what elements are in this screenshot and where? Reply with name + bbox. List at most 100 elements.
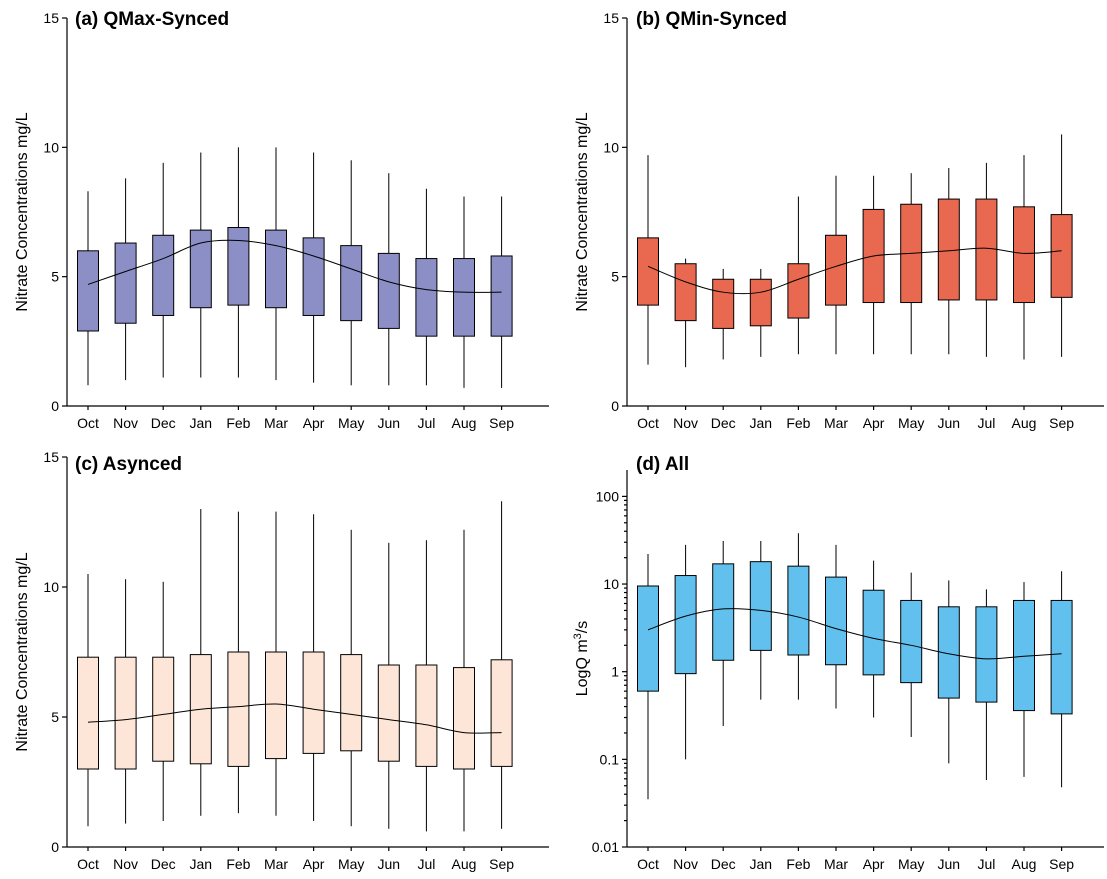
box-jan bbox=[749, 278, 772, 327]
box-sep bbox=[1050, 214, 1073, 298]
y-tick-label: 5 bbox=[51, 709, 59, 725]
box-nov bbox=[114, 242, 137, 324]
box-apr bbox=[302, 651, 325, 754]
panel-title: (d) All bbox=[636, 454, 689, 475]
box-aug bbox=[453, 258, 475, 337]
y-tick-label: 10 bbox=[43, 139, 59, 155]
box-mar bbox=[825, 576, 847, 666]
x-tick-label: Apr bbox=[863, 415, 885, 431]
box-oct bbox=[637, 237, 659, 306]
box-nov bbox=[674, 575, 697, 675]
x-tick-label: Oct bbox=[77, 856, 99, 872]
y-tick-label: 100 bbox=[596, 488, 620, 504]
x-tick-label: Aug bbox=[452, 415, 477, 431]
y-axis-title-unit: /s bbox=[574, 621, 591, 633]
box-dec bbox=[152, 234, 175, 316]
box-jul bbox=[415, 664, 438, 767]
y-tick-label: 15 bbox=[43, 449, 59, 465]
x-tick-label: Nov bbox=[113, 415, 138, 431]
box-feb bbox=[227, 651, 250, 767]
x-tick-label: Dec bbox=[711, 856, 736, 872]
box-jun bbox=[377, 664, 400, 762]
panel-b-qmin-synced: 0 5 10 15 Oct Nov Dec Jan Feb Mar Apr May Jun Jul Aug S… bbox=[574, 9, 1104, 431]
panel-c-asynced: 0 5 10 15 Oct Nov Dec Jan Feb Mar Apr May Jun Jul Aug S… bbox=[14, 449, 549, 872]
x-tick-label: Apr bbox=[303, 415, 325, 431]
y-tick-label: 0 bbox=[51, 398, 59, 414]
x-tick-label: Apr bbox=[303, 856, 325, 872]
y-tick-label: 10 bbox=[603, 139, 619, 155]
box-mar bbox=[825, 234, 847, 306]
y-axis-title-main: Nitrate Concentrations mg/L bbox=[14, 552, 31, 751]
x-tick-label: Sep bbox=[489, 415, 514, 431]
x-tick-label: Aug bbox=[1012, 856, 1037, 872]
x-tick-label: Feb bbox=[226, 856, 250, 872]
x-tick-label: Oct bbox=[77, 415, 99, 431]
box-jan bbox=[189, 229, 212, 309]
x-tick-label: May bbox=[898, 415, 924, 431]
y-tick-label: 10 bbox=[603, 576, 619, 592]
x-tick-label: Jul bbox=[417, 856, 435, 872]
box-jun bbox=[937, 198, 960, 301]
x-tick-label: Nov bbox=[673, 856, 698, 872]
box-feb bbox=[787, 263, 810, 319]
box-mar bbox=[265, 229, 287, 309]
x-tick-label: Mar bbox=[824, 856, 848, 872]
box-jul bbox=[415, 258, 438, 337]
x-tick-label: Oct bbox=[637, 856, 659, 872]
box-feb bbox=[227, 227, 250, 306]
panel-d-all: 0.01 0.1 1 10 100 Oct Nov Dec Jan Feb Mar Apr May Jun… bbox=[572, 454, 1104, 872]
box-oct bbox=[77, 656, 99, 770]
panel-title: (b) QMin-Synced bbox=[636, 9, 787, 30]
panel-title: (a) QMax-Synced bbox=[75, 9, 229, 30]
x-tick-label: Feb bbox=[786, 415, 810, 431]
y-axis-title: Nitrate Concentrations mg/L bbox=[14, 112, 31, 311]
box-may bbox=[340, 245, 363, 322]
box-oct bbox=[637, 585, 659, 692]
x-tick-label: Jun bbox=[378, 856, 401, 872]
box-sep bbox=[490, 659, 513, 767]
box-may bbox=[340, 654, 363, 752]
x-tick-label: Sep bbox=[1049, 856, 1074, 872]
y-axis-title: Nitrate Concentrations mg/L bbox=[14, 552, 31, 751]
box-nov bbox=[674, 263, 697, 322]
box-jun bbox=[937, 606, 960, 699]
x-tick-label: Feb bbox=[786, 856, 810, 872]
x-tick-label: Aug bbox=[1012, 415, 1037, 431]
y-tick-label: 0 bbox=[51, 839, 59, 855]
x-tick-label: Mar bbox=[264, 856, 288, 872]
y-tick-label: 10 bbox=[43, 579, 59, 595]
x-tick-label: May bbox=[898, 856, 924, 872]
trend-line bbox=[647, 608, 1062, 660]
box-sep bbox=[1050, 599, 1073, 715]
x-tick-label: Feb bbox=[226, 415, 250, 431]
box-jul bbox=[975, 198, 998, 301]
x-tick-label: Dec bbox=[151, 415, 176, 431]
y-axis-title-main: Nitrate Concentrations mg/L bbox=[574, 112, 591, 311]
y-tick-label: 0.01 bbox=[592, 839, 619, 855]
x-tick-label: Jan bbox=[750, 856, 773, 872]
y-axis-title: Nitrate Concentrations mg/L bbox=[574, 112, 591, 311]
x-tick-label: Apr bbox=[863, 856, 885, 872]
y-tick-label: 0.1 bbox=[600, 751, 620, 767]
x-tick-label: Jul bbox=[417, 415, 435, 431]
y-tick-label: 5 bbox=[611, 269, 619, 285]
box-apr bbox=[862, 589, 885, 676]
y-tick-label: 5 bbox=[51, 269, 59, 285]
x-tick-label: Jul bbox=[977, 415, 995, 431]
box-dec bbox=[152, 656, 175, 762]
box-nov bbox=[114, 656, 137, 770]
box-apr bbox=[302, 237, 325, 316]
x-tick-label: Jan bbox=[750, 415, 773, 431]
x-tick-label: Aug bbox=[452, 856, 477, 872]
trend-line bbox=[87, 703, 502, 734]
box-oct bbox=[77, 250, 99, 332]
box-aug bbox=[453, 667, 475, 770]
y-axis-title-superscript: 3 bbox=[572, 633, 584, 639]
x-tick-label: Jan bbox=[190, 415, 213, 431]
box-jun bbox=[377, 252, 400, 329]
y-axis-title-main: Nitrate Concentrations mg/L bbox=[14, 112, 31, 311]
x-tick-label: Dec bbox=[151, 856, 176, 872]
box-sep bbox=[490, 255, 513, 337]
y-axis-title: LogQ m3/s bbox=[572, 621, 591, 697]
